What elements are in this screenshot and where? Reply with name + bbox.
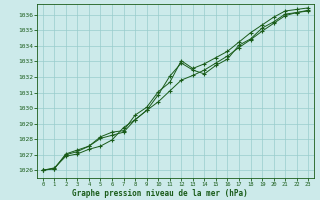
- Text: Graphe pression niveau de la mer (hPa): Graphe pression niveau de la mer (hPa): [72, 189, 248, 198]
